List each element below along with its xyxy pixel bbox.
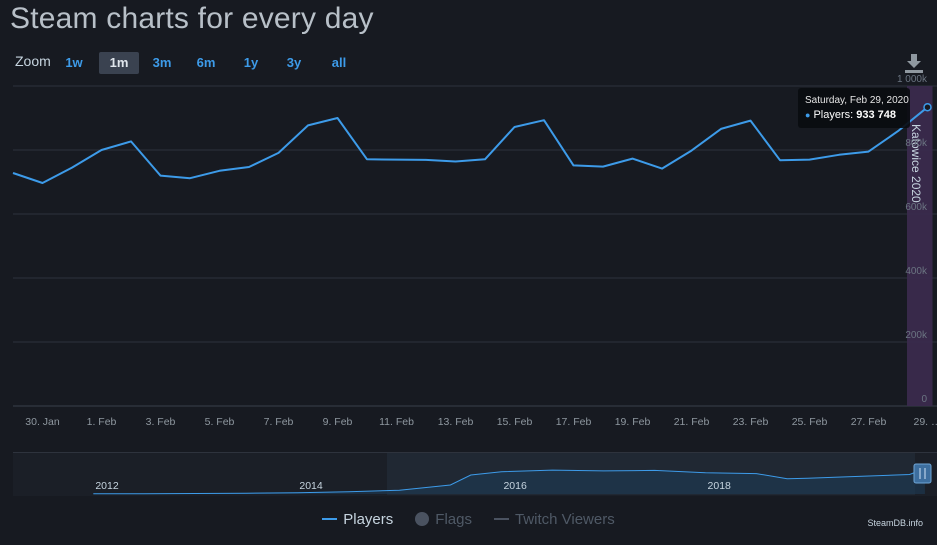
grid-lines [13,85,937,407]
navigator-handle[interactable] [913,463,932,484]
navigator-year-label: 2018 [708,480,732,492]
players-series[interactable] [12,102,932,184]
legend-item-flags[interactable]: Flags [415,511,472,528]
x-tick-label: 11. Feb [379,416,414,428]
legend-item-twitch[interactable]: Twitch Viewers [493,510,615,528]
x-tick-label: 23. Feb [733,416,769,428]
navigator-year-label: 2012 [95,480,119,492]
x-tick-label: 5. Feb [205,416,235,428]
zoom-1y-button[interactable]: 1y [243,55,259,70]
flag-label: Katowice 2020 [909,124,923,203]
x-tick-label: 3. Feb [146,416,176,428]
zoom-3y-button[interactable]: 3y [286,55,302,70]
x-tick-label: 9. Feb [323,416,353,428]
x-tick-label: 15. Feb [497,416,533,428]
tooltip-date: Saturday, Feb 29, 2020 [805,95,909,106]
zoom-all-button[interactable]: all [331,55,347,70]
y-tick-label: 600k [905,202,928,213]
x-tick-label: 17. Feb [556,416,592,428]
x-tick-label: 13. Feb [438,416,474,428]
flags-dot-swatch [415,512,430,526]
y-tick-label: 800k [905,138,928,149]
zoom-1w-button[interactable]: 1w [65,55,83,70]
tooltip-value: 933 748 [856,109,897,121]
flag-band: Katowice 2020 [907,86,933,406]
twitch-line-swatch [493,518,509,520]
tooltip-series-label: Players: [813,109,854,121]
y-tick-label: 0 [921,394,927,405]
zoom-1m-button[interactable]: 1m [99,52,139,74]
legend-item-players[interactable]: Players [322,511,393,528]
navigator-area [93,468,925,494]
x-tick-label: 27. Feb [851,416,887,428]
x-axis-ticks: 30. Jan 1. Feb 3. Feb 5. Feb 7. Feb 9. Feb 11.… [25,416,937,428]
zoom-3m-button[interactable]: 3m [152,55,172,70]
tooltip-row: ● Players: 933 748 [805,109,896,121]
main-chart: Katowice 2020 0 200k 400k 600k 800k 1 000k 30… [12,74,937,428]
x-tick-label: 7. Feb [264,416,294,428]
tooltip: Saturday, Feb 29, 2020 ● Players: 933 748 [798,88,910,128]
tooltip-series-dot: ● [805,110,811,120]
x-tick-label: 21. Feb [674,416,710,428]
y-tick-label: 200k [905,330,928,341]
download-icon[interactable] [903,52,925,74]
navigator-year-label: 2016 [503,480,527,492]
zoom-6m-button[interactable]: 6m [196,55,216,70]
data-point[interactable] [923,102,932,112]
x-tick-label: 29. … [913,416,937,428]
navigator-chart[interactable]: 2012 2014 2016 2018 [0,452,937,497]
legend-label-flags: Flags [435,510,472,528]
x-tick-label: 30. Jan [25,416,60,428]
y-tick-label: 1 000k [897,74,928,85]
navigator-line [93,468,926,495]
players-line[interactable] [12,106,929,184]
y-axis-ticks: 0 200k 400k 600k 800k 1 000k [897,74,928,405]
legend-label-players: Players [343,510,394,528]
players-line-swatch [322,518,338,520]
legend: Players Flags Twitch Viewers [0,509,937,529]
x-tick-label: 1. Feb [87,416,117,428]
flag-band-rect[interactable] [907,86,933,406]
page-title: Steam charts for every day [10,2,374,35]
y-tick-label: 400k [905,266,928,277]
credit: SteamDB.info [867,518,923,528]
x-tick-label: 19. Feb [615,416,651,428]
navigator-year-label: 2014 [299,480,323,492]
legend-label-twitch: Twitch Viewers [514,510,615,528]
zoom-label: Zoom [15,53,51,69]
x-tick-label: 25. Feb [792,416,828,428]
